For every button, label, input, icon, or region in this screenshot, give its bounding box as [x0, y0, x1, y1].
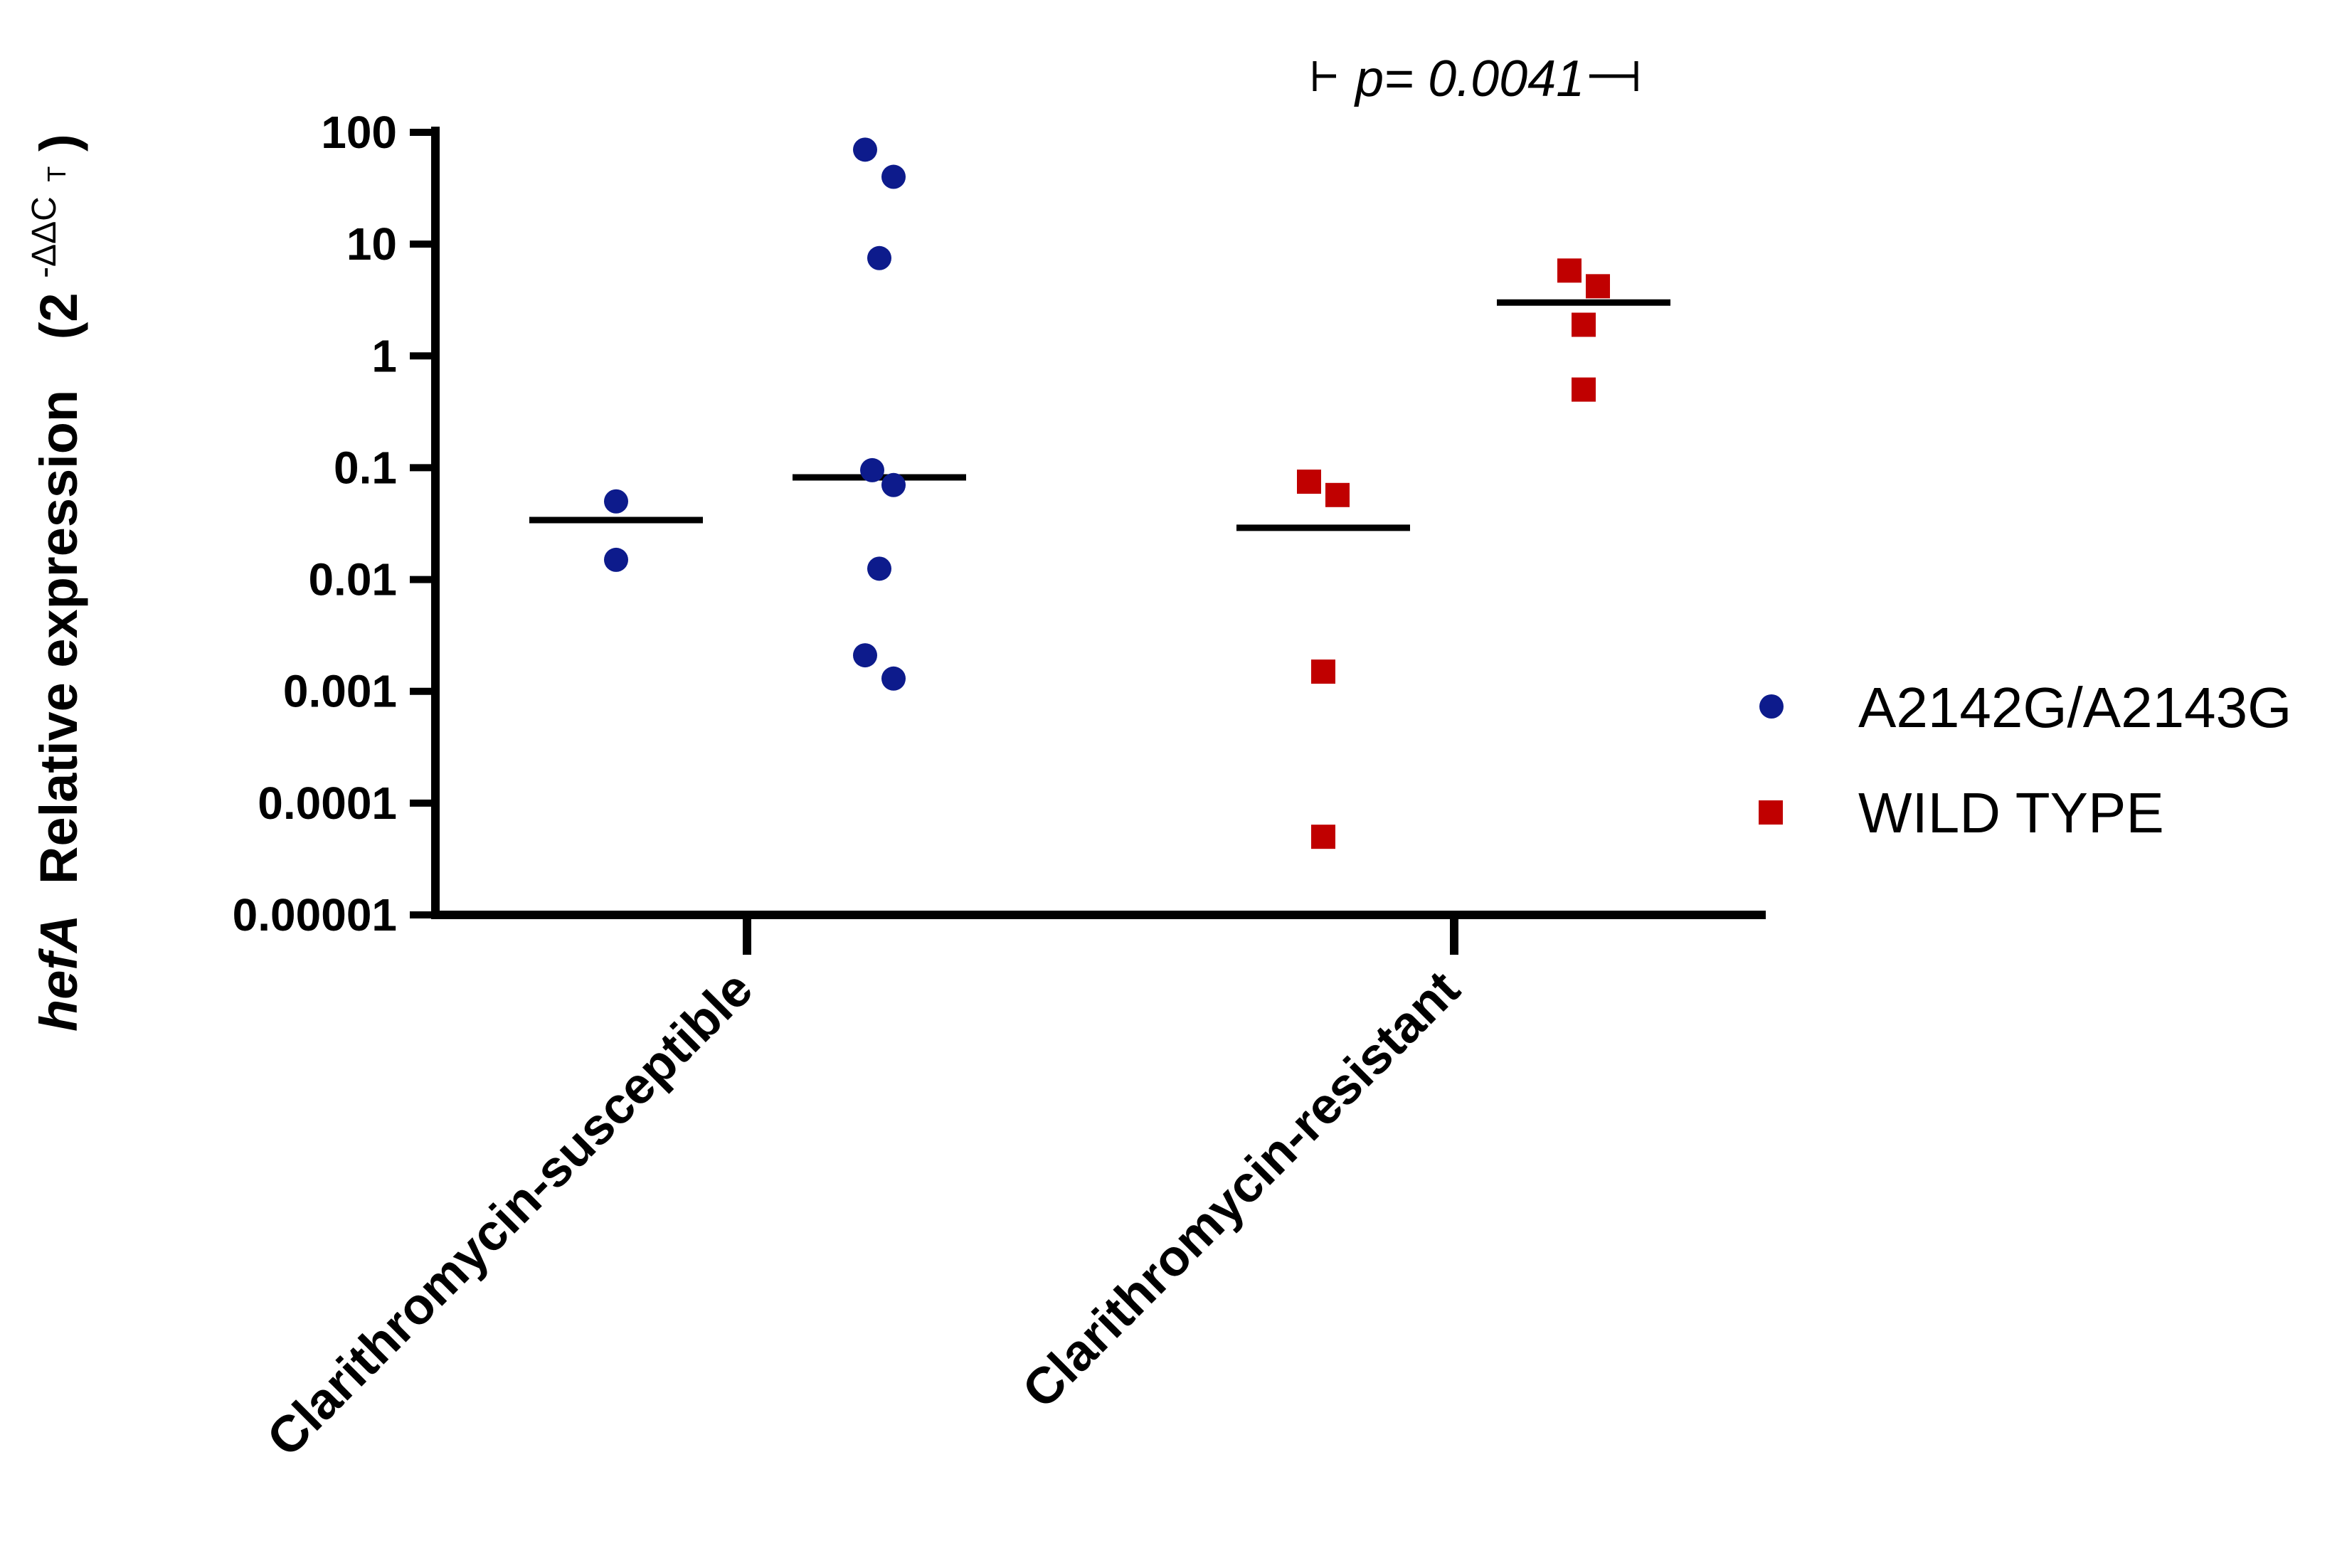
y-tick-label: 0.1 [334, 442, 397, 493]
y-axis-gene: hefA [29, 915, 88, 1032]
point-circle [881, 666, 906, 691]
svg-text:hefA Relative expression: hefA Relative expression (2 -ΔΔC T ) [8, 134, 88, 1032]
p-value-text: p= 0.0041 [1354, 51, 1584, 107]
y-tick-label: 0.001 [283, 666, 397, 717]
point-circle [604, 489, 628, 514]
point-circle [867, 245, 891, 270]
x-axis-ticks: Clarithromycin-susceptible Clarithromycin… [256, 915, 1471, 1468]
point-circle [867, 556, 891, 581]
point-square [1572, 377, 1596, 402]
p-value-annotation: p= 0.0041 [1313, 51, 1638, 107]
point-circle [604, 547, 628, 572]
x-category-label: Clarithromycin-susceptible [256, 960, 763, 1468]
y-tick-label: 0.0001 [258, 778, 397, 829]
y-axis-superscript: -ΔΔC [26, 196, 63, 278]
point-circle [881, 164, 906, 189]
legend-label-mutant: A2142G/A2143G [1858, 676, 2292, 739]
y-tick-label: 0.01 [308, 554, 397, 605]
legend-marker-square [1759, 800, 1783, 825]
legend: A2142G/A2143G WILD TYPE [1759, 676, 2292, 844]
legend-marker-circle [1759, 694, 1784, 719]
point-circle [860, 457, 884, 482]
legend-label-wildtype: WILD TYPE [1858, 781, 2164, 844]
y-axis-text: Relative expression [29, 390, 88, 884]
y-axis-title: hefA Relative expression (2 -ΔΔC T ) [8, 134, 88, 1032]
point-circle [853, 137, 877, 162]
point-square [1572, 312, 1596, 337]
point-square [1325, 482, 1350, 507]
y-tick-label: 0.00001 [233, 889, 397, 941]
point-square [1311, 659, 1335, 684]
point-square [1586, 274, 1610, 299]
data-points [604, 137, 1610, 849]
y-axis-subscript: T [42, 166, 71, 182]
point-circle [853, 643, 877, 668]
y-axis-close: ) [29, 134, 88, 152]
y-tick-label: 100 [321, 107, 397, 158]
y-tick-label: 10 [346, 218, 397, 270]
point-square [1557, 258, 1582, 283]
point-circle [881, 472, 906, 497]
x-category-label: Clarithromycin-resistant [1012, 960, 1471, 1419]
point-square [1297, 470, 1321, 494]
median-lines [529, 299, 1670, 531]
point-square [1311, 825, 1335, 849]
y-tick-label: 1 [371, 330, 397, 381]
y-axis-ticks: 100 10 1 0.1 0.01 0.001 0.0001 0.00001 [233, 107, 435, 941]
y-axis-formula: (2 [29, 292, 88, 339]
